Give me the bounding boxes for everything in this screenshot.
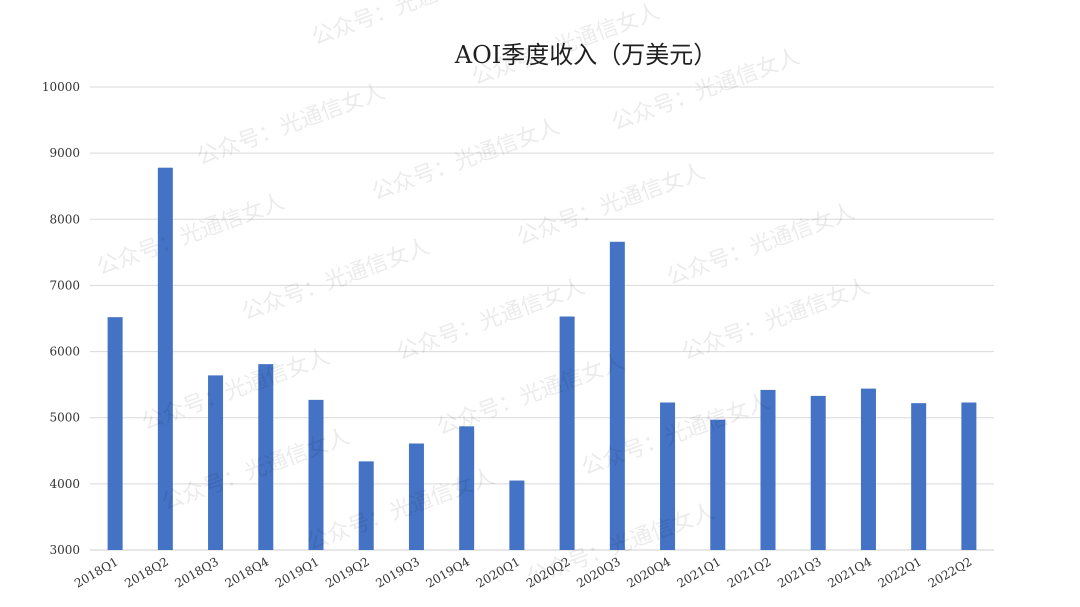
- x-tick-label: 2021Q4: [825, 554, 874, 590]
- watermark-text: 公众号：光通信女人: [94, 189, 289, 280]
- watermark-text: 公众号：光通信女人: [159, 424, 354, 515]
- x-tick-label: 2022Q1: [876, 554, 925, 590]
- watermark-text: 公众号：光通信女人: [664, 199, 859, 290]
- x-tick-label: 2019Q1: [273, 554, 322, 590]
- y-tick-label: 4000: [49, 477, 80, 491]
- bar-2021Q1: [710, 419, 726, 550]
- x-tick-label: 2018Q3: [172, 554, 221, 590]
- chart-title: AOI季度收入（万美元）: [454, 41, 718, 69]
- bar-2020Q1: [509, 480, 525, 550]
- y-tick-label: 10000: [42, 80, 80, 94]
- x-tick-label: 2020Q1: [474, 554, 523, 590]
- x-tick-label: 2019Q2: [323, 554, 372, 590]
- bar-2021Q4: [860, 388, 876, 550]
- x-tick-label: 2021Q2: [725, 554, 774, 590]
- y-tick-label: 6000: [49, 345, 80, 359]
- bar-2019Q1: [308, 399, 324, 550]
- bar-2019Q2: [358, 461, 374, 550]
- x-tick-label: 2021Q1: [675, 554, 724, 590]
- bars: [107, 167, 977, 551]
- watermark-text: 公众号：光通信女人: [239, 234, 434, 325]
- x-tick-label: 2018Q4: [223, 554, 272, 590]
- bar-2018Q3: [208, 375, 224, 550]
- bar-2020Q2: [559, 316, 575, 550]
- bar-2021Q3: [810, 395, 826, 550]
- bar-2018Q1: [107, 317, 123, 550]
- y-tick-label: 9000: [49, 146, 80, 160]
- x-tick-label: 2020Q4: [624, 554, 673, 590]
- bar-2019Q4: [459, 426, 475, 550]
- watermark-text: 公众号：光通信女人: [579, 389, 774, 480]
- watermark-text: 公众号：光通信女人: [514, 159, 709, 250]
- x-tick-label: 2018Q2: [122, 554, 171, 590]
- y-tick-label: 8000: [49, 212, 80, 226]
- x-axis-ticks: 2018Q1 2018Q2 2018Q3 2018Q4 2019Q1 2019Q2 2019…: [72, 554, 974, 590]
- bar-2019Q3: [408, 443, 424, 550]
- bar-2022Q1: [911, 403, 927, 550]
- y-tick-label: 7000: [49, 278, 80, 292]
- watermark-text: 公众号：光通信女人: [434, 349, 629, 440]
- bar-2022Q2: [961, 402, 977, 550]
- bar-2020Q4: [660, 402, 676, 550]
- x-tick-label: 2019Q3: [373, 554, 422, 590]
- gridlines: [90, 86, 994, 551]
- bar-2020Q3: [609, 241, 625, 550]
- y-axis-ticks: 3000 4000 5000 6000 7000 8000 9000 10000: [42, 80, 80, 557]
- watermark-text: 公众号：光通信女人: [369, 114, 564, 205]
- bar-2018Q2: [157, 167, 173, 551]
- x-tick-label: 2022Q2: [926, 554, 975, 590]
- bar-2021Q2: [760, 389, 776, 550]
- y-tick-label: 3000: [49, 543, 80, 557]
- y-tick-label: 5000: [49, 411, 80, 425]
- watermark-text: 公众号：光通信女人: [194, 79, 389, 170]
- x-tick-label: 2021Q3: [775, 554, 824, 590]
- bar-2018Q4: [258, 364, 274, 550]
- x-tick-label: 2018Q1: [72, 554, 121, 590]
- x-tick-label: 2019Q4: [424, 554, 473, 590]
